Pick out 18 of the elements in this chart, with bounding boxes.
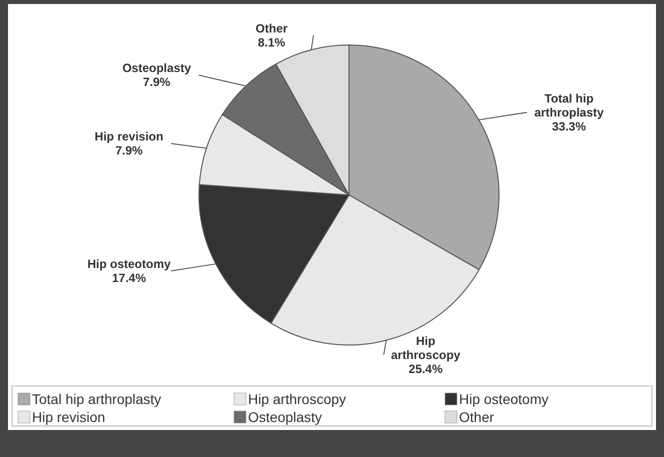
legend-label: Hip revision	[32, 409, 106, 425]
legend-label: Total hip arthroplasty	[32, 391, 162, 407]
slice-label: Total hip arthroplasty	[534, 91, 604, 120]
data-label: 7.9%	[115, 144, 143, 158]
data-label: 25.4%	[408, 362, 443, 376]
legend-label: Hip osteotomy	[459, 391, 548, 407]
slice-label: Hip arthroscopy	[390, 334, 461, 362]
data-label: 7.9%	[142, 75, 171, 90]
slice-label: Hip osteotomy	[87, 256, 171, 271]
slice-label: Osteoplasty	[122, 61, 192, 76]
legend-label: Osteoplasty	[248, 409, 322, 425]
data-label: 17.4%	[112, 270, 146, 285]
slice-label: Other	[256, 21, 288, 36]
data-label: 8.1%	[258, 35, 286, 50]
legend-label: Other	[459, 409, 494, 425]
slice-label: Hip revision	[94, 130, 164, 144]
legend-label: Hip arthroscopy	[248, 391, 346, 407]
data-label: 33.3%	[552, 119, 586, 134]
